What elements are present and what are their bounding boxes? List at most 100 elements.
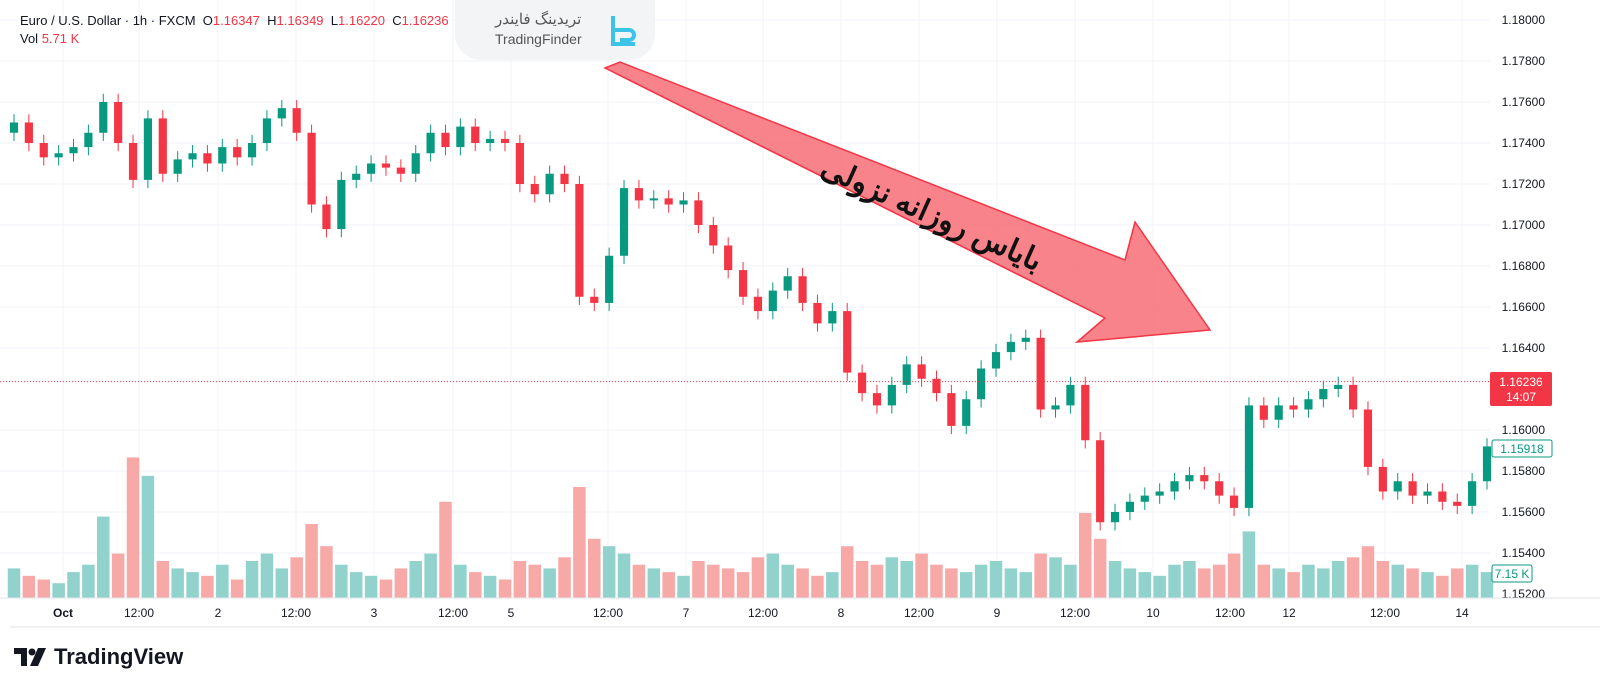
candle-body — [322, 204, 331, 230]
time-tick-label: 9 — [994, 606, 1001, 620]
tradingfinder-watermark: تریدینگ فایندر TradingFinder — [455, 0, 655, 60]
price-tick-label: 1.17200 — [1502, 177, 1546, 191]
price-chart[interactable]: 1.18000 1.17800 1.17600 1.17400 1.17200 1.170… — [0, 0, 1600, 630]
time-tick-label: 12:00 — [593, 606, 623, 620]
volume-bar — [201, 575, 214, 598]
candle-body — [649, 198, 658, 201]
volume-bar — [900, 561, 913, 598]
last-price-label: 1.16236 14:07 — [1490, 372, 1552, 406]
current-volume-label: 7.15 K — [1491, 564, 1533, 583]
volume-bar — [781, 564, 794, 598]
volume-bar — [1138, 572, 1152, 598]
candles — [9, 93, 1492, 531]
candle-body — [337, 179, 346, 230]
candle-body — [902, 364, 911, 385]
volume-bar — [1391, 564, 1404, 598]
candle-body — [619, 188, 629, 256]
volume-bar — [1302, 564, 1315, 598]
candle-body — [247, 143, 257, 158]
price-axis[interactable]: 1.18000 1.17800 1.17600 1.17400 1.17200 1.170… — [1502, 13, 1546, 601]
price-tick-label: 1.16600 — [1502, 300, 1546, 314]
candle-body — [828, 311, 837, 324]
candle-body — [1066, 384, 1075, 406]
candle-body — [1304, 399, 1313, 410]
candle-body — [9, 122, 19, 133]
candle-body — [426, 132, 435, 154]
tradingview-logo-icon — [14, 648, 46, 666]
candle-body — [456, 126, 465, 148]
volume-bar — [1227, 553, 1241, 598]
candle-body — [441, 132, 450, 148]
candle-body — [887, 384, 896, 406]
volume-bar — [186, 572, 199, 598]
volume-bar — [1168, 564, 1181, 598]
candle-body — [143, 118, 153, 180]
candle-body — [1482, 446, 1492, 482]
volume-bar — [82, 564, 95, 598]
volume-bar — [394, 568, 408, 598]
volume-bar — [498, 579, 512, 598]
candle-body — [1155, 491, 1164, 496]
volume-bar — [424, 553, 437, 598]
candle-body — [694, 200, 703, 225]
time-tick-label: 12:00 — [438, 606, 468, 620]
candle-body — [515, 143, 524, 184]
price-tick-label: 1.17400 — [1502, 136, 1546, 150]
volume-bar — [915, 553, 928, 598]
close-value: 1.16236 — [401, 13, 449, 28]
tradingview-logo[interactable]: TradingView — [14, 644, 183, 670]
candle-body — [1378, 466, 1387, 492]
volume-bar — [483, 575, 497, 598]
volume-bar — [379, 579, 393, 598]
volume-bar — [156, 561, 170, 598]
volume-bar — [558, 557, 571, 598]
time-tick-label: 12:00 — [124, 606, 154, 620]
volume-bar — [171, 568, 184, 598]
volume-bar — [826, 572, 839, 598]
volume-bar — [1480, 572, 1494, 598]
low-value: 1.16220 — [338, 13, 385, 28]
candle-body — [1423, 491, 1432, 496]
volume-bar — [1376, 561, 1390, 598]
volume-bar — [1212, 564, 1226, 598]
candle-body — [1081, 384, 1090, 441]
volume-bar — [37, 579, 51, 598]
candle-body — [1289, 405, 1298, 410]
candle-body — [203, 153, 212, 164]
price-tick-label: 1.17600 — [1502, 95, 1546, 109]
candle-body — [1125, 501, 1135, 512]
candle-body — [1215, 481, 1224, 496]
candle-body — [932, 378, 941, 394]
candle-body — [1453, 501, 1462, 506]
volume-bar — [1317, 568, 1330, 598]
legend: Euro / U.S. Dollar · 1h · FXCM O1.16347 … — [20, 13, 463, 46]
time-tick-label: 5 — [508, 606, 515, 620]
volume-bar — [840, 546, 854, 598]
volume-bar — [736, 572, 750, 598]
candle-body — [1259, 405, 1268, 420]
time-axis[interactable]: Oct 12:00 2 12:00 3 12:00 5 12:00 7 12:00 8 12:00 9 1… — [53, 606, 1469, 620]
time-tick-label: 8 — [838, 606, 845, 620]
candle-body — [352, 173, 361, 180]
volume-bar — [1272, 568, 1285, 598]
candle-body — [99, 102, 108, 133]
candle-body — [545, 173, 554, 195]
candle-body — [679, 200, 688, 205]
candle-body — [664, 198, 673, 205]
candle-body — [605, 255, 614, 303]
volume-bar — [1331, 561, 1345, 598]
candle-body — [128, 143, 138, 180]
countdown: 14:07 — [1506, 390, 1536, 404]
volume-bar — [766, 553, 780, 598]
volume-bar — [1108, 561, 1122, 598]
candle-body — [1021, 337, 1030, 342]
candle-body — [977, 368, 986, 400]
symbol-title[interactable]: Euro / U.S. Dollar · 1h · FXCM — [20, 13, 196, 28]
volume-bar — [335, 564, 348, 598]
candle-body — [114, 102, 123, 143]
candle-body — [1468, 481, 1477, 506]
volume-bar — [290, 557, 303, 598]
candle-body — [1348, 384, 1358, 410]
candle-body — [1200, 475, 1209, 482]
volume-bar — [320, 546, 333, 598]
